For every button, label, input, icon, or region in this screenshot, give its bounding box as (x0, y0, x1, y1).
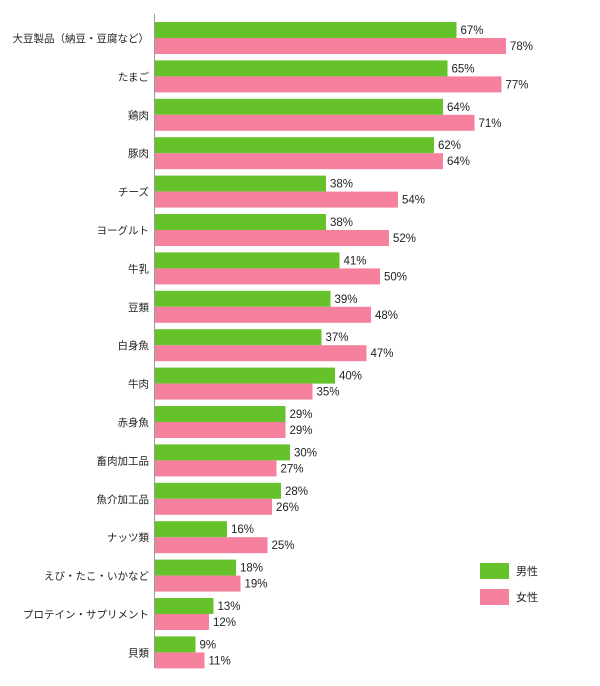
value-label-female: 64% (447, 156, 470, 168)
category-label: 赤身魚 (118, 416, 150, 429)
bar-female (155, 306, 371, 323)
bar-female (155, 114, 475, 131)
bar-female (155, 422, 286, 438)
value-label-male: 65% (452, 63, 475, 75)
bar-male (155, 214, 326, 230)
bar-female (155, 498, 272, 515)
value-label-male: 29% (290, 409, 313, 421)
legend-label-female: 女性 (516, 590, 538, 604)
bar-female (155, 38, 506, 54)
value-label-male: 67% (461, 25, 484, 37)
bar-male (155, 367, 335, 384)
category-label: たまご (118, 70, 150, 83)
bar-male (155, 406, 286, 422)
category-label: 豆類 (128, 302, 149, 314)
bar-female (155, 191, 398, 208)
value-label-male: 30% (294, 447, 317, 459)
bar-male (155, 252, 340, 269)
value-label-male: 38% (330, 179, 353, 191)
bar-male (155, 60, 448, 77)
value-label-female: 26% (276, 502, 299, 514)
bar-female (155, 383, 313, 400)
bar-male (155, 559, 236, 576)
bar-female (155, 652, 205, 669)
value-label-female: 12% (213, 617, 236, 629)
bar-male (155, 137, 434, 154)
value-label-male: 18% (240, 563, 263, 575)
bar-male (155, 636, 196, 653)
value-label-female: 50% (384, 271, 407, 283)
bar-male (155, 329, 322, 346)
value-label-female: 52% (393, 233, 416, 245)
category-label: ナッツ類 (107, 532, 149, 544)
bar-male (155, 22, 457, 38)
bar-female (155, 230, 389, 246)
legend-label-male: 男性 (516, 564, 538, 578)
bar-female (155, 345, 367, 362)
value-label-female: 29% (290, 425, 313, 437)
labels-layer: 大豆製品（納豆・豆腐など） 67% 78% たまご 65% 77% 鶏肉 64% 71% 豚肉 62… (13, 25, 534, 667)
legend-swatch-male (480, 563, 509, 579)
value-label-female: 27% (281, 463, 304, 475)
bar-female (155, 614, 209, 630)
value-label-male: 40% (339, 371, 362, 383)
category-label: 大豆製品（納豆・豆腐など） (13, 32, 150, 45)
bar-male (155, 290, 331, 307)
legend-swatch-female (480, 589, 509, 605)
category-label: プロテイン・サプリメント (23, 609, 149, 621)
bar-male (155, 444, 290, 461)
bar-male (155, 598, 214, 614)
value-label-male: 28% (285, 486, 308, 498)
value-label-female: 11% (209, 655, 231, 667)
value-label-male: 38% (330, 217, 353, 229)
value-label-male: 37% (326, 332, 349, 344)
category-label: 鶏肉 (128, 109, 149, 122)
category-label: 牛肉 (128, 378, 149, 391)
value-label-male: 64% (447, 102, 470, 114)
value-label-female: 77% (506, 79, 529, 91)
category-label: 魚介加工品 (97, 493, 150, 506)
value-label-male: 13% (218, 601, 241, 613)
bar-female (155, 268, 380, 285)
bar-female (155, 76, 502, 93)
bar-male (155, 482, 281, 499)
value-label-male: 62% (438, 140, 461, 152)
bar-female (155, 153, 443, 170)
category-label: 白身魚 (118, 339, 150, 352)
value-label-female: 78% (510, 41, 533, 53)
bars-layer (155, 22, 506, 669)
value-label-female: 47% (371, 348, 394, 360)
bar-male (155, 175, 326, 192)
category-label: 豚肉 (128, 147, 149, 160)
category-label: 畜肉加工品 (97, 454, 150, 467)
value-label-female: 54% (402, 195, 425, 207)
category-label: えび・たこ・いかなど (44, 571, 149, 583)
value-label-female: 71% (479, 118, 502, 130)
category-label: 牛乳 (128, 262, 149, 275)
category-label: ヨーグルト (97, 224, 150, 237)
bar-female (155, 537, 268, 554)
bar-male (155, 98, 443, 115)
value-label-female: 48% (375, 310, 398, 322)
value-label-female: 19% (245, 579, 268, 591)
value-label-male: 39% (335, 294, 358, 306)
category-label: 貝類 (128, 647, 149, 659)
value-label-male: 9% (200, 639, 217, 651)
category-label: チーズ (118, 186, 149, 199)
bar-female (155, 460, 277, 477)
bar-male (155, 521, 227, 538)
value-label-female: 35% (317, 387, 340, 399)
bar-female (155, 575, 241, 592)
value-label-female: 25% (272, 540, 295, 552)
value-label-male: 41% (344, 255, 367, 267)
value-label-male: 16% (231, 524, 254, 536)
